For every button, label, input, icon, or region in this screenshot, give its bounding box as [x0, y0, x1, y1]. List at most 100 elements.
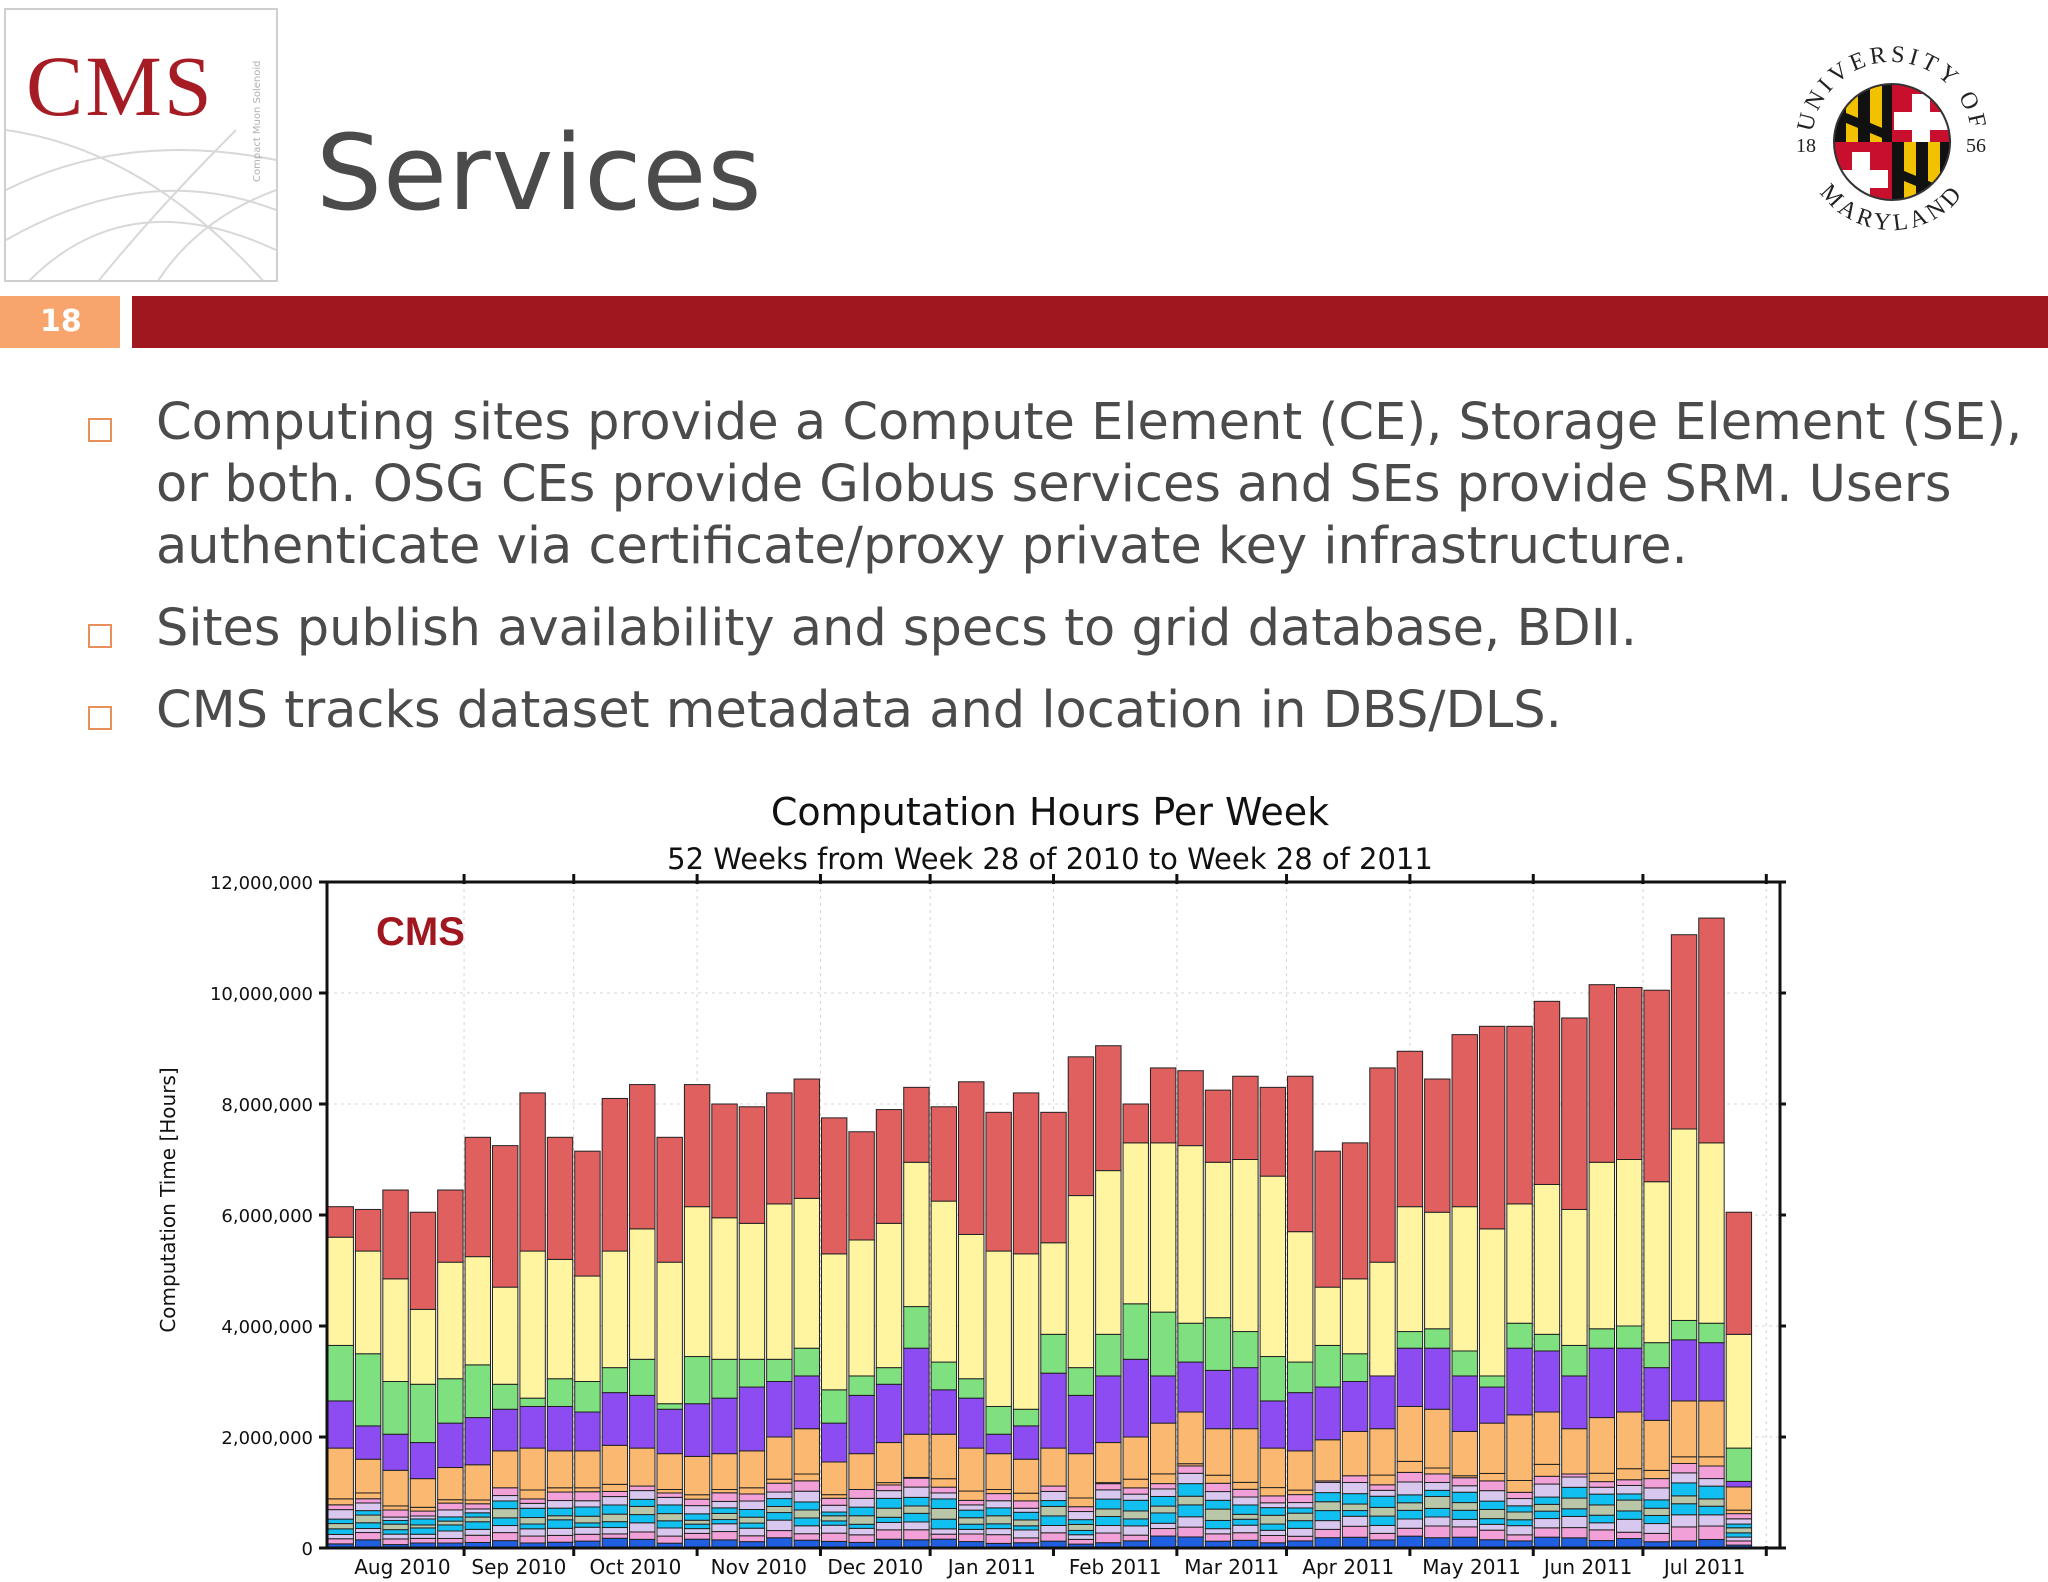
bar-segment [1314, 1386, 1341, 1441]
bullet-item: Sites publish availability and specs to … [0, 598, 2046, 660]
bar-segment [1177, 1516, 1204, 1528]
bar-segment [1698, 1142, 1725, 1324]
bar-segment [1040, 1490, 1067, 1502]
bar-segment [1533, 1411, 1561, 1465]
bar-segment [711, 1523, 738, 1533]
bar-segment [1314, 1501, 1341, 1512]
bar-segment [464, 1508, 491, 1514]
bar-segment [656, 1535, 683, 1544]
bar-segment [574, 1150, 601, 1277]
bar-segment [1643, 1367, 1670, 1421]
bar-segment [464, 1512, 491, 1518]
bar-segment [1149, 1142, 1177, 1313]
bar-segment [1533, 1536, 1561, 1549]
bar-segment [1122, 1478, 1149, 1489]
bar-segment [958, 1528, 985, 1535]
bar-segment [766, 1381, 793, 1438]
bar-segment [1561, 1527, 1588, 1539]
bar-segment [354, 1458, 382, 1494]
bar-segment [793, 1428, 820, 1475]
bar-segment [875, 1521, 903, 1531]
bar-segment [903, 1433, 930, 1478]
bar-segment [1533, 1518, 1561, 1529]
bar-segment [656, 1261, 683, 1405]
bar-segment [875, 1490, 903, 1499]
bar-segment [985, 1515, 1012, 1525]
bar-segment [958, 1378, 985, 1399]
bar-segment [382, 1505, 409, 1511]
bar-segment [1478, 1508, 1506, 1520]
bar-segment [766, 1519, 793, 1532]
bullet-square-icon [88, 706, 112, 730]
bar-segment [1341, 1510, 1369, 1517]
bar-segment [1506, 1511, 1533, 1521]
bar-segment [1506, 1525, 1533, 1536]
bar-segment [793, 1525, 820, 1535]
bar-segment [1643, 1514, 1670, 1525]
bar-segment [1341, 1525, 1369, 1538]
bar-segment [1616, 1411, 1643, 1470]
bar-segment [1067, 1453, 1095, 1499]
bar-segment [875, 1222, 903, 1369]
y-tick-label: 6,000,000 [221, 1206, 313, 1227]
bar-segment [1095, 1515, 1122, 1527]
bar-segment [738, 1106, 766, 1224]
bar-segment [1396, 1331, 1424, 1349]
bar-segment [1588, 1493, 1616, 1506]
bar-segment [464, 1417, 491, 1466]
bar-segment [519, 1523, 546, 1530]
bar-segment [848, 1534, 875, 1543]
bar-segment [1616, 1499, 1643, 1512]
bar-segment [1478, 1529, 1506, 1541]
bar-segment [1588, 984, 1616, 1163]
bar-segment [958, 1517, 985, 1525]
bar-segment [1259, 1534, 1287, 1544]
bar-segment [656, 1492, 683, 1498]
bar-segment [1643, 1499, 1670, 1509]
x-tick-label: Feb 2011 [1069, 1555, 1162, 1579]
bar-segment [1341, 1142, 1369, 1280]
bar-segment [930, 1492, 958, 1500]
bar-segment [985, 1523, 1012, 1530]
bar-segment [1588, 1504, 1616, 1516]
bar-segment [985, 1489, 1012, 1495]
bar-segment [958, 1523, 985, 1530]
bar-segment [1314, 1286, 1341, 1346]
bar-segment [958, 1490, 985, 1501]
cms-logo: CMS Compact Muon Solenoid [4, 8, 278, 282]
bar-segment [437, 1378, 464, 1424]
bar-segment [1067, 1538, 1095, 1545]
bar-segment [1424, 1489, 1451, 1497]
bar-segment [1012, 1529, 1040, 1539]
bar-segment [1670, 1482, 1698, 1497]
bar-segment [519, 1447, 546, 1491]
bar-segment [519, 1528, 546, 1537]
bar-segment [437, 1502, 464, 1511]
bar-segment [1122, 1487, 1149, 1495]
bullet-text: Sites publish availability and specs to … [156, 599, 1637, 658]
bar-segment [1149, 1535, 1177, 1549]
bar-segment [437, 1516, 464, 1522]
bullet-square-icon [88, 418, 112, 442]
bar-segment [711, 1492, 738, 1502]
bar-segment [574, 1533, 601, 1542]
bar-segment [1643, 989, 1670, 1183]
bar-segment [875, 1497, 903, 1509]
bar-segment [1478, 1386, 1506, 1424]
bar-segment [903, 1521, 930, 1531]
bar-segment [1396, 1527, 1424, 1537]
chart-subtitle: 52 Weeks from Week 28 of 2010 to Week 28… [667, 842, 1433, 876]
x-tick-label: Apr 2011 [1302, 1555, 1394, 1579]
bar-segment [766, 1203, 793, 1360]
bar-segment [875, 1383, 903, 1444]
bar-segment [1396, 1050, 1424, 1208]
bar-segment [382, 1533, 409, 1540]
bar-segment [1533, 1000, 1561, 1185]
bar-segment [1040, 1500, 1067, 1507]
bar-segment [683, 1519, 711, 1525]
bar-segment [1698, 917, 1725, 1144]
bar-segment [327, 1344, 354, 1402]
bar-segment [1040, 1525, 1067, 1534]
bar-segment [1012, 1537, 1040, 1544]
bar-segment [1451, 1375, 1478, 1432]
